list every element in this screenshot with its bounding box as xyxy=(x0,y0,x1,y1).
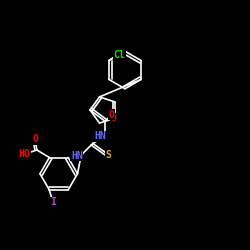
Text: I: I xyxy=(50,198,56,207)
Text: O: O xyxy=(33,134,38,144)
Text: HN: HN xyxy=(71,151,83,161)
Text: O: O xyxy=(111,113,116,123)
Text: HO: HO xyxy=(18,149,30,159)
Text: S: S xyxy=(105,150,111,160)
Text: O: O xyxy=(109,110,115,120)
Text: Cl: Cl xyxy=(114,50,125,60)
Text: HN: HN xyxy=(94,131,106,141)
